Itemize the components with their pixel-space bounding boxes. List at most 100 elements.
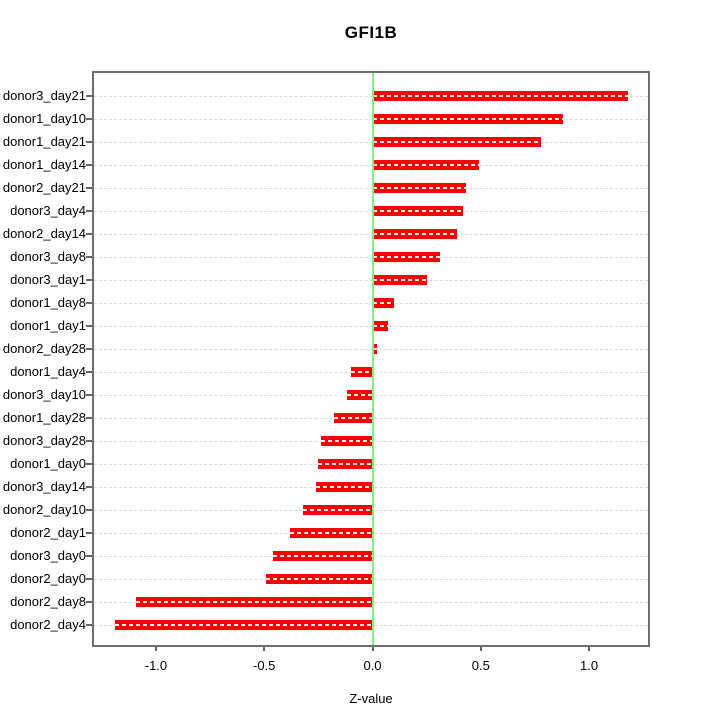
y-axis-tick [86,578,93,580]
bar-dash-overlay [333,417,373,419]
bar-donor2_day28 [372,344,377,354]
y-label-donor2_day28: donor2_day28 [2,341,86,356]
bar-donor2_day14 [372,229,457,239]
bar-donor2_day10 [303,505,373,515]
x-axis-tick [371,645,374,651]
bar-donor3_day10 [346,390,373,400]
bar-donor3_day14 [316,482,373,492]
y-axis-tick [86,486,93,488]
bar-dash-overlay [136,601,373,603]
y-label-donor3_day10: donor3_day10 [2,387,86,402]
gridline-donor2_day14 [94,233,648,235]
y-axis-tick [86,440,93,442]
bar-donor1_day4 [350,367,373,377]
x-tick-label: 0.5 [471,658,490,673]
y-label-donor1_day10: donor1_day10 [2,111,86,126]
bar-dash-overlay [272,555,373,557]
bar-donor1_day14 [372,160,479,170]
x-axis-tick [479,645,482,651]
x-tick-label: 1.0 [580,658,599,673]
y-axis-tick [86,371,93,373]
bar-donor2_day1 [290,528,373,538]
y-axis-tick [86,279,93,281]
y-label-donor1_day14: donor1_day14 [2,157,86,172]
y-axis-tick [86,141,93,143]
x-axis-tick [263,645,266,651]
bar-dash-overlay [372,233,457,235]
x-axis-tick [154,645,157,651]
y-label-donor3_day0: donor3_day0 [10,548,86,563]
y-axis-tick [86,210,93,212]
zero-reference-line [371,73,374,645]
bar-dash-overlay [290,532,373,534]
gridline-donor1_day10 [94,118,648,120]
y-label-donor2_day8: donor2_day8 [10,594,86,609]
x-tick-label: -1.0 [144,658,168,673]
bar-dash-overlay [346,394,373,396]
y-label-donor1_day21: donor1_day21 [2,134,86,149]
y-label-donor2_day1: donor2_day1 [10,525,86,540]
y-axis-tick [86,532,93,534]
bar-donor3_day21 [372,91,629,101]
gridline-donor3_day8 [94,256,648,258]
y-label-donor3_day14: donor3_day14 [2,479,86,494]
y-axis-tick [86,325,93,327]
bar-dash-overlay [372,164,479,166]
y-label-donor2_day21: donor2_day21 [2,180,86,195]
x-axis-tick [588,645,591,651]
bar-donor2_day4 [114,620,373,630]
x-tick-label: 0.0 [363,658,382,673]
bar-donor1_day10 [372,114,564,124]
y-axis-tick [86,601,93,603]
bar-donor1_day21 [372,137,542,147]
bar-donor3_day4 [372,206,464,216]
y-label-donor3_day8: donor3_day8 [10,249,86,264]
bar-donor2_day21 [372,183,466,193]
bar-dash-overlay [372,256,440,258]
y-axis-tick [86,348,93,350]
y-label-donor1_day0: donor1_day0 [10,456,86,471]
gridline-donor2_day21 [94,187,648,189]
gridline-donor3_day4 [94,210,648,212]
bar-dash-overlay [372,187,466,189]
bar-dash-overlay [318,463,373,465]
bar-donor2_day8 [136,597,373,607]
y-axis-tick [86,233,93,235]
gridline-donor3_day21 [94,95,648,97]
y-label-donor3_day21: donor3_day21 [2,88,86,103]
bar-donor1_day8 [372,298,395,308]
gridline-donor2_day28 [94,348,648,350]
y-label-donor1_day8: donor1_day8 [10,295,86,310]
bar-donor3_day28 [320,436,373,446]
gridline-donor3_day1 [94,279,648,281]
y-label-donor3_day28: donor3_day28 [2,433,86,448]
bar-donor1_day0 [318,459,373,469]
y-label-donor2_day4: donor2_day4 [10,617,86,632]
y-axis-tick [86,417,93,419]
y-axis-tick [86,118,93,120]
y-axis-tick [86,256,93,258]
bar-dash-overlay [372,118,564,120]
bar-dash-overlay [114,624,373,626]
x-axis-title: Z-value [349,691,393,706]
y-label-donor2_day10: donor2_day10 [2,502,86,517]
bar-dash-overlay [372,210,464,212]
plot-area [92,71,650,647]
bar-donor3_day1 [372,275,427,285]
gridline-donor1_day1 [94,325,648,327]
y-axis-tick [86,555,93,557]
y-axis-tick [86,394,93,396]
bar-dash-overlay [372,325,388,327]
y-axis-tick [86,463,93,465]
bar-donor3_day0 [272,551,373,561]
y-label-donor3_day1: donor3_day1 [10,272,86,287]
y-axis-tick [86,95,93,97]
y-label-donor1_day1: donor1_day1 [10,318,86,333]
bar-dash-overlay [372,141,542,143]
bar-dash-overlay [372,302,395,304]
bar-dash-overlay [303,509,373,511]
y-axis-tick [86,187,93,189]
bar-dash-overlay [266,578,373,580]
y-axis-tick [86,164,93,166]
